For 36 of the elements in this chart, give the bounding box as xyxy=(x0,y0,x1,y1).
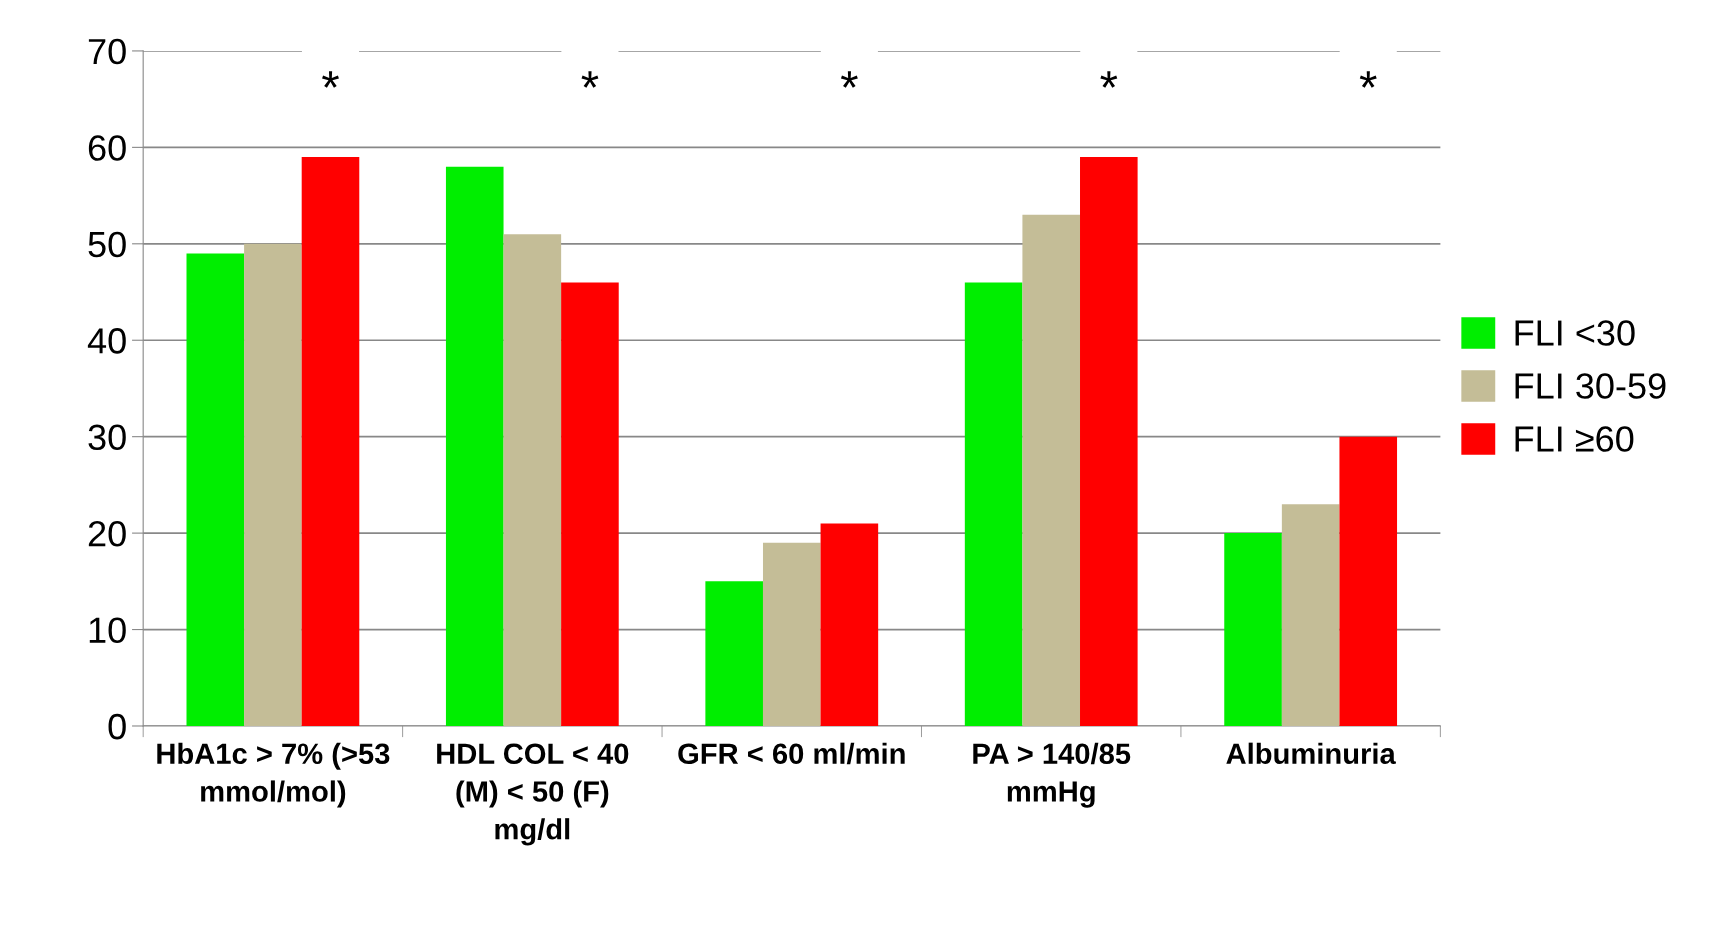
annotation: * xyxy=(1100,71,1118,88)
annotation: * xyxy=(322,71,339,88)
bar xyxy=(1224,533,1282,726)
bar xyxy=(820,523,879,726)
annotation: * xyxy=(581,71,599,88)
x-tick-label: PA > 140/85 mmHg xyxy=(973,742,1131,808)
x-tick-label: Albuminuria xyxy=(1226,742,1396,765)
bar xyxy=(301,157,360,726)
y-tick-label: 50 xyxy=(88,231,126,258)
bar xyxy=(561,282,619,726)
annotation: * xyxy=(1359,71,1377,88)
y-tick-label: 0 xyxy=(108,713,126,740)
bar xyxy=(1281,504,1340,726)
bar xyxy=(445,166,504,726)
bar xyxy=(503,234,562,726)
legend-label: FLI ≥60 xyxy=(1515,426,1634,452)
legend-label: FLI 30-59 xyxy=(1515,373,1666,399)
bar xyxy=(705,581,763,726)
bar xyxy=(1339,436,1398,726)
bar xyxy=(1022,214,1081,726)
y-tick-label: 10 xyxy=(89,617,126,643)
y-tick-label: 60 xyxy=(88,135,126,161)
y-tick-label: 40 xyxy=(87,328,126,354)
legend-label: FLI <30 xyxy=(1515,320,1635,346)
bar xyxy=(762,542,821,726)
bar xyxy=(186,253,245,726)
y-tick-label: 20 xyxy=(88,520,126,547)
y-tick-label: 30 xyxy=(88,424,126,451)
x-tick-label: HbA1c > 7% (>53 mmol/mol) xyxy=(157,742,390,808)
y-tick-label: 70 xyxy=(88,38,126,65)
x-tick-label: HDL COL < 40 (M) < 50 (F) mg/dl xyxy=(437,743,629,846)
x-tick-label: GFR < 60 ml/min xyxy=(678,742,905,765)
bar xyxy=(244,243,302,726)
bar xyxy=(964,282,1023,726)
annotation: * xyxy=(840,71,858,88)
bar xyxy=(1080,157,1138,726)
